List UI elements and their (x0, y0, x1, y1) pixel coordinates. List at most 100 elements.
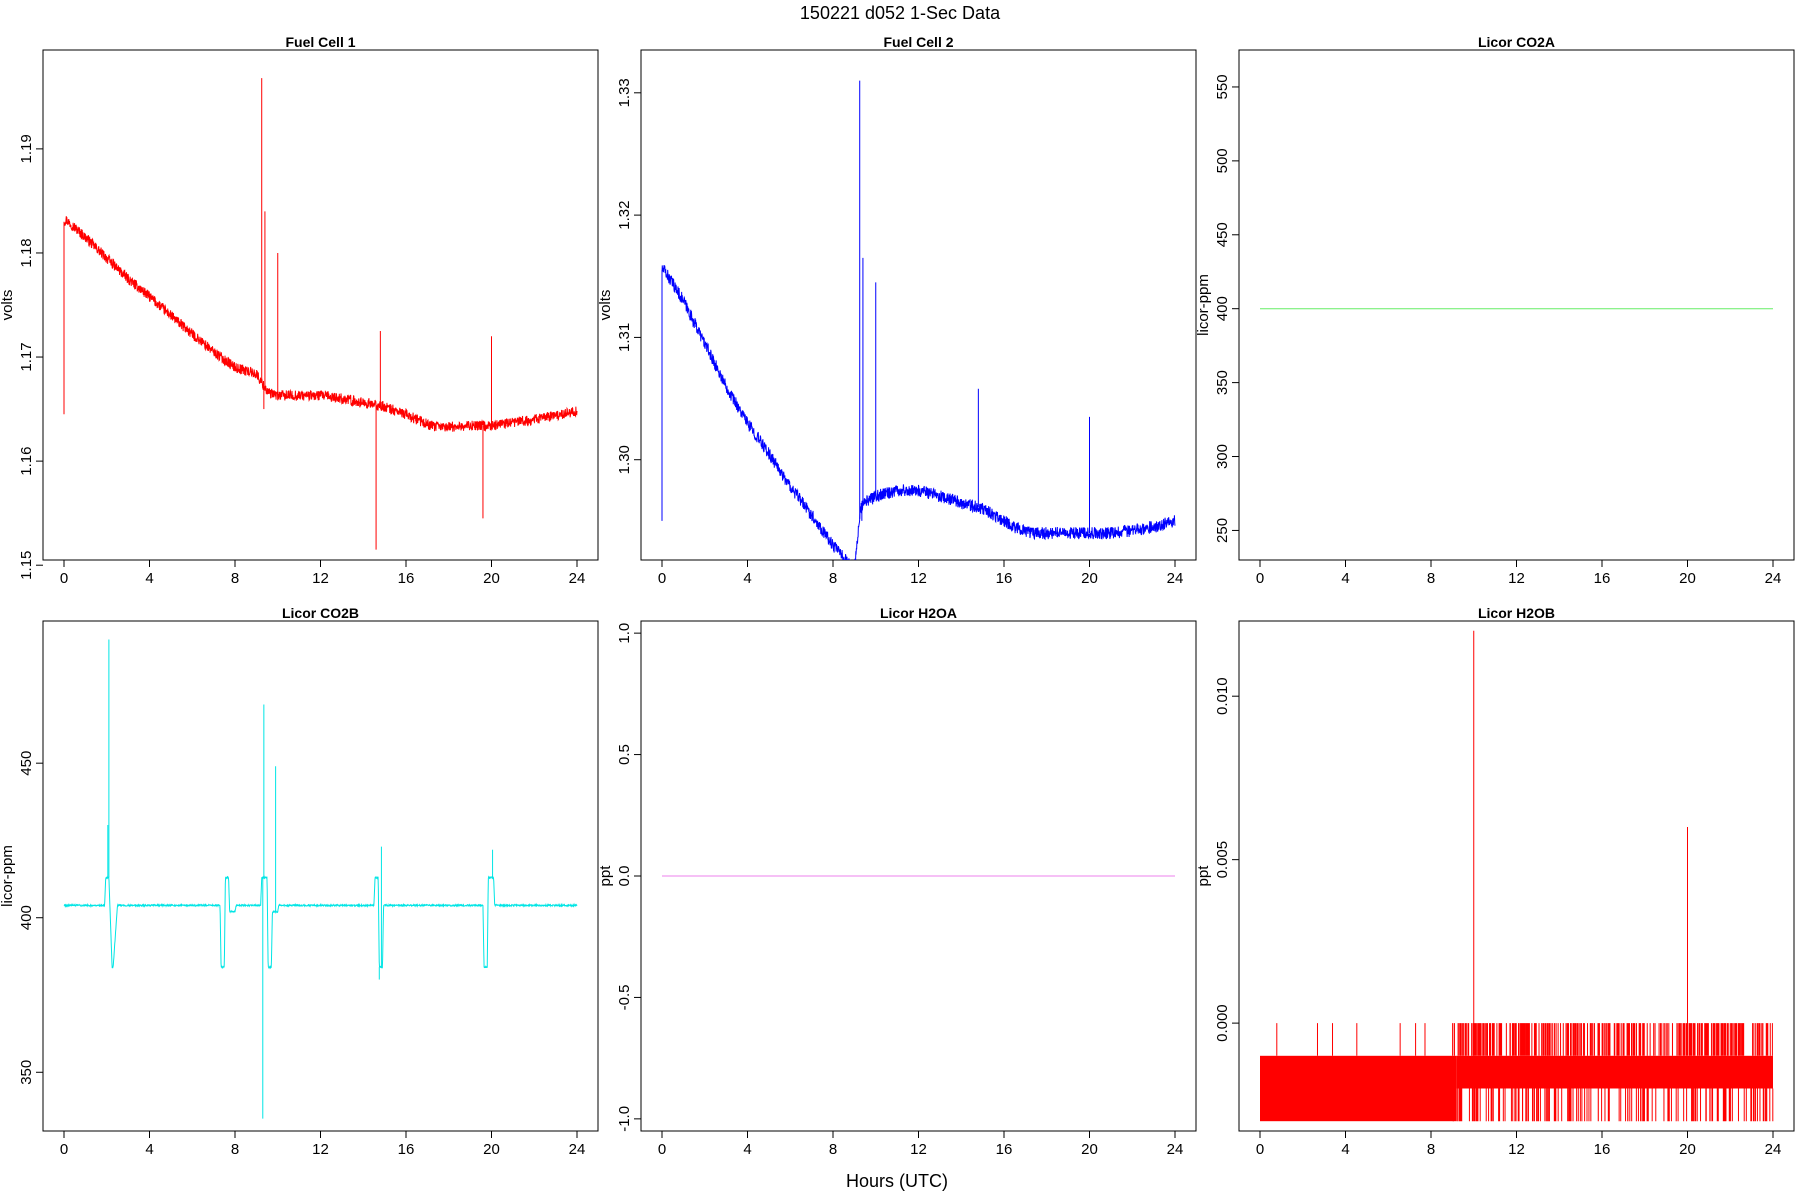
x-tick-label: 4 (743, 1141, 751, 1158)
y-tick-label: 350 (18, 1060, 35, 1085)
series-line (661, 265, 1176, 560)
panel-title: Licor CO2B (282, 605, 359, 621)
figure-title: 150221 d052 1-Sec Data (800, 3, 1001, 23)
x-tick-label: 20 (483, 1141, 500, 1158)
x-tick-label: 0 (1256, 1141, 1264, 1158)
y-axis-label: volts (597, 290, 614, 321)
x-tick-label: 12 (910, 1141, 927, 1158)
y-axis-label: licor-ppm (0, 845, 16, 907)
panel-title: Fuel Cell 1 (285, 34, 355, 50)
x-tick-label: 16 (398, 570, 415, 587)
x-tick-label: 20 (483, 570, 500, 587)
y-tick-label: 400 (18, 905, 35, 930)
panel-title: Licor H2OA (880, 605, 957, 621)
plot-frame (42, 49, 599, 561)
x-tick-label: 8 (231, 570, 239, 587)
x-tick-label: 0 (60, 570, 68, 587)
y-tick-label: 1.18 (18, 238, 35, 267)
y-tick-label: 0.010 (1214, 677, 1231, 715)
x-tick-label: 12 (910, 570, 927, 587)
series-marks (661, 80, 1176, 560)
x-axis: 0 4 8 12 16 20 24 (658, 1131, 1183, 1158)
y-tick-label: 1.0 (616, 623, 633, 644)
x-tick-label: 24 (569, 570, 586, 587)
y-tick-label: 1.17 (18, 342, 35, 371)
x-axis: 0 4 8 12 16 20 24 (1256, 560, 1782, 587)
series-line (63, 216, 578, 432)
x-tick-label: 16 (996, 1141, 1013, 1158)
y-tick-label: 1.33 (616, 78, 633, 107)
y-tick-label: 0.005 (1214, 841, 1231, 879)
x-tick-label: 16 (1594, 570, 1611, 587)
y-tick-label: 0.000 (1214, 1004, 1231, 1042)
x-tick-label: 16 (1594, 1141, 1611, 1158)
plot-frame (1238, 49, 1795, 561)
series-marks (63, 78, 578, 550)
x-tick-label: 20 (1081, 570, 1098, 587)
plot-frame (640, 49, 1197, 561)
x-tick-label: 20 (1679, 570, 1696, 587)
x-tick-label: 12 (312, 570, 329, 587)
series-flicker (1276, 1023, 1773, 1056)
x-tick-label: 4 (1341, 1141, 1349, 1158)
panel-4: Licor CO2B licor-ppm 0 4 8 12 16 20 24 350 400 450 (0, 605, 599, 1158)
y-tick-label: 250 (1214, 518, 1231, 543)
y-axis-label: volts (0, 290, 16, 321)
panel-title: Licor H2OB (1478, 605, 1555, 621)
y-axis: -1.0 -0.5 0.0 0.5 1.0 (616, 623, 641, 1132)
series-marks (63, 639, 578, 1119)
x-tick-label: 24 (1167, 570, 1184, 587)
x-tick-label: 8 (1427, 570, 1435, 587)
x-tick-label: 16 (996, 570, 1013, 587)
plot-frame (42, 620, 599, 1132)
y-axis-label: ppt (597, 865, 614, 887)
x-tick-label: 24 (569, 1141, 586, 1158)
panel-6: Licor H2OB ppt 0 4 8 12 16 20 24 0.000 0.005 0.010 (1195, 605, 1795, 1158)
x-tick-label: 4 (1341, 570, 1349, 587)
y-tick-label: 1.16 (18, 447, 35, 476)
y-tick-label: 350 (1214, 370, 1231, 395)
x-axis: 0 4 8 12 16 20 24 (60, 1131, 586, 1158)
y-tick-label: 500 (1214, 148, 1231, 173)
x-axis: 0 4 8 12 16 20 24 (658, 560, 1184, 587)
x-axis: 0 4 8 12 16 20 24 (60, 560, 586, 587)
y-tick-label: 0.0 (616, 866, 633, 887)
figure-xlabel: Hours (UTC) (846, 1171, 948, 1191)
y-axis: 1.15 1.16 1.17 1.18 1.19 (18, 134, 43, 580)
y-tick-label: 450 (18, 751, 35, 776)
x-tick-label: 4 (145, 570, 153, 587)
series-line (63, 875, 578, 970)
y-tick-label: 0.5 (616, 744, 633, 765)
series-band (1456, 1055, 1773, 1089)
y-tick-label: -0.5 (616, 984, 633, 1010)
y-tick-label: 1.15 (18, 551, 35, 580)
y-tick-label: 450 (1214, 222, 1231, 247)
series-band (1260, 1055, 1457, 1122)
panel-title: Fuel Cell 2 (883, 34, 953, 50)
y-axis: 250 300 350 400 450 500 550 (1214, 74, 1239, 543)
x-tick-label: 12 (1508, 570, 1525, 587)
x-tick-label: 8 (829, 1141, 837, 1158)
panel-3: Licor CO2A licor-ppm 0 4 8 12 16 20 24 250 300 350 4… (1195, 34, 1795, 587)
y-tick-label: 1.19 (18, 134, 35, 163)
panel-5: Licor H2OA ppt 0 4 8 12 16 20 24 -1.0 -0.5 0.0 0.5 1.… (597, 605, 1197, 1158)
y-axis: 1.30 1.31 1.32 1.33 (616, 78, 641, 474)
y-axis: 350 400 450 (18, 751, 43, 1085)
y-tick-label: 400 (1214, 296, 1231, 321)
x-axis: 0 4 8 12 16 20 24 (1256, 1131, 1782, 1158)
x-tick-label: 0 (60, 1141, 68, 1158)
y-tick-label: 550 (1214, 74, 1231, 99)
x-tick-label: 12 (312, 1141, 329, 1158)
x-tick-label: 24 (1765, 1141, 1782, 1158)
x-tick-label: 4 (743, 570, 751, 587)
series-flicker (1452, 1088, 1774, 1122)
x-tick-label: 24 (1765, 570, 1782, 587)
series-marks (1260, 630, 1774, 1122)
y-axis-label: ppt (1195, 865, 1212, 887)
panel-title: Licor CO2A (1478, 34, 1555, 50)
x-tick-label: 0 (658, 570, 666, 587)
y-axis: 0.000 0.005 0.010 (1214, 677, 1239, 1042)
